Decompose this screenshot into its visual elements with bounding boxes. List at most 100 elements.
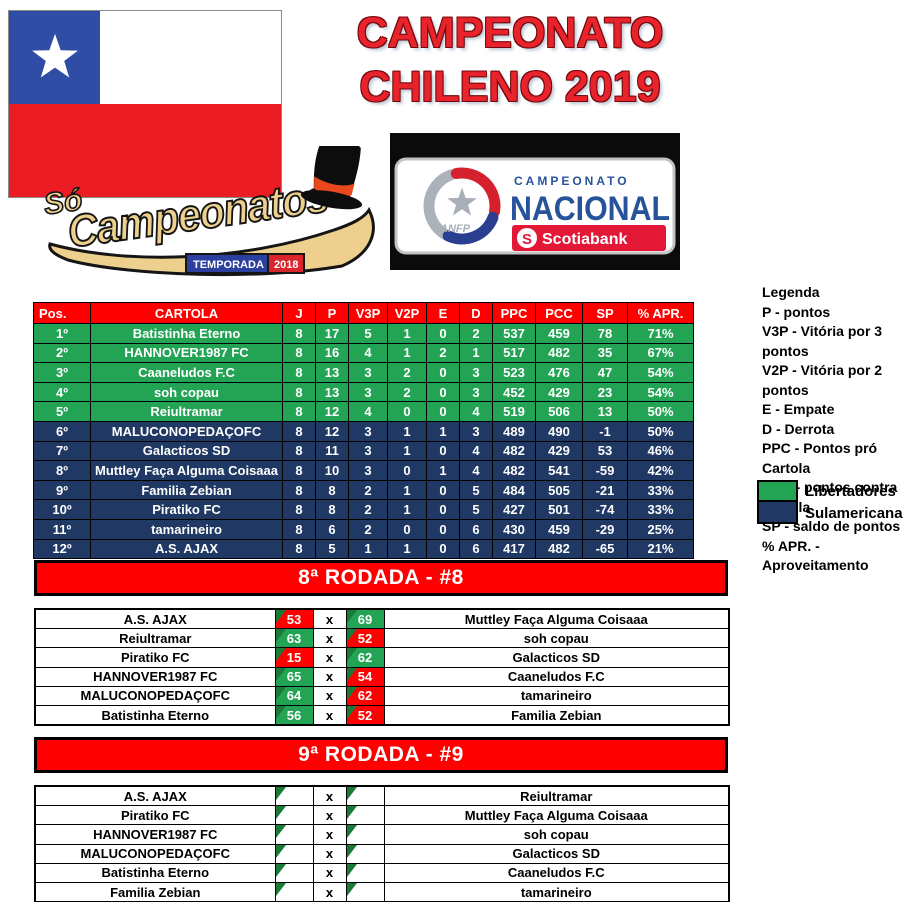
cell-pos: 10º bbox=[33, 499, 91, 520]
round9-body: A.S. AJAX x Reiultramar Piratiko FC x Mu… bbox=[34, 785, 730, 902]
cell-apr: 46% bbox=[627, 440, 694, 462]
cell-v3p: 4 bbox=[348, 401, 388, 422]
zone-row: Libertadores bbox=[757, 480, 903, 502]
cell-d: 3 bbox=[459, 381, 493, 403]
cell-p: 6 bbox=[315, 518, 349, 540]
cell-p: 11 bbox=[315, 440, 349, 462]
cell-pcc: 482 bbox=[535, 538, 583, 560]
campeonato-nacional-logo: ANFP CAMPEONATO NACIONAL S Scotiabank bbox=[390, 133, 680, 270]
standings-row: 7º Galacticos SD 8 11 3 1 0 4 482 429 53… bbox=[33, 440, 694, 462]
cell-e: 0 bbox=[426, 381, 460, 403]
header-ppc: PPC bbox=[492, 302, 536, 324]
cell-v3p: 2 bbox=[348, 479, 388, 501]
home-team-cell: MALUCONOPEDAÇOFC bbox=[34, 843, 276, 864]
cell-apr: 50% bbox=[627, 401, 694, 422]
home-team-cell: Batistinha Eterno bbox=[34, 862, 276, 883]
header-sp: SP bbox=[582, 302, 628, 324]
cell-sp: -29 bbox=[582, 518, 628, 540]
away-score-cell bbox=[345, 805, 385, 826]
cell-v2p: 1 bbox=[387, 538, 427, 560]
cell-team: Reiultramar bbox=[90, 401, 283, 422]
home-team-cell: Reiultramar bbox=[34, 628, 276, 649]
home-team-cell: HANNOVER1987 FC bbox=[34, 824, 276, 845]
cell-pcc: 505 bbox=[535, 479, 583, 501]
away-score-cell bbox=[345, 881, 385, 902]
home-score-cell: 15 bbox=[274, 647, 314, 668]
away-score-cell bbox=[345, 785, 385, 807]
cell-pcc: 501 bbox=[535, 499, 583, 520]
cell-pcc: 490 bbox=[535, 420, 583, 442]
versus-cell: x bbox=[312, 785, 347, 807]
cell-e: 0 bbox=[426, 362, 460, 383]
cell-team: Caaneludos F.C bbox=[90, 362, 283, 383]
away-team-cell: Familia Zebian bbox=[383, 704, 730, 726]
chile-flag bbox=[8, 10, 282, 198]
match-row: A.S. AJAX 53 x 69 Muttley Faça Alguma Co… bbox=[34, 608, 730, 630]
scotiabank-s-icon bbox=[517, 228, 537, 248]
versus-cell: x bbox=[312, 824, 347, 845]
temporada-label: TEMPORADA bbox=[193, 259, 264, 271]
round8-banner: 8ª RODADA - #8 bbox=[34, 560, 728, 596]
cell-team: A.S. AJAX bbox=[90, 538, 283, 560]
anfp-label: ANFP bbox=[439, 223, 471, 235]
cell-ppc: 417 bbox=[492, 538, 536, 560]
match-row: Reiultramar 63 x 52 soh copau bbox=[34, 628, 730, 649]
away-score-cell bbox=[345, 862, 385, 883]
match-row: Batistinha Eterno x Caaneludos F.C bbox=[34, 862, 730, 883]
home-team-cell: A.S. AJAX bbox=[34, 785, 276, 807]
home-team-cell: Piratiko FC bbox=[34, 805, 276, 826]
standings-row: 3º Caaneludos F.C 8 13 3 2 0 3 523 476 4… bbox=[33, 362, 694, 383]
cell-sp: 35 bbox=[582, 342, 628, 364]
scotiabank-badge: S Scotiabank bbox=[512, 225, 666, 251]
cell-pos: 12º bbox=[33, 538, 91, 560]
cell-j: 8 bbox=[282, 420, 316, 442]
home-score-cell bbox=[274, 805, 314, 826]
home-team-cell: A.S. AJAX bbox=[34, 608, 276, 630]
cell-e: 0 bbox=[426, 499, 460, 520]
cell-d: 4 bbox=[459, 460, 493, 481]
cell-pcc: 482 bbox=[535, 342, 583, 364]
flag-blue-canton bbox=[9, 11, 100, 104]
star-icon bbox=[31, 33, 78, 77]
zone-key: Libertadores Sulamericana bbox=[757, 480, 903, 524]
cell-e: 2 bbox=[426, 342, 460, 364]
page-title: CAMPEONATO CHILENO 2019 bbox=[300, 6, 720, 114]
home-score-cell: 65 bbox=[274, 666, 314, 687]
versus-cell: x bbox=[312, 704, 347, 726]
zone-label: Sulamericana bbox=[805, 504, 903, 522]
cell-j: 8 bbox=[282, 518, 316, 540]
cell-p: 5 bbox=[315, 538, 349, 560]
legend-item: PPC - Pontos pró Cartola bbox=[762, 440, 878, 476]
cell-p: 17 bbox=[315, 323, 349, 344]
anfp-emblem: ANFP bbox=[423, 167, 501, 245]
page-title-line2: CHILENO 2019 bbox=[359, 63, 661, 111]
match-row: HANNOVER1987 FC 65 x 54 Caaneludos F.C bbox=[34, 666, 730, 687]
cell-pos: 11º bbox=[33, 518, 91, 540]
header-p: P bbox=[315, 302, 349, 324]
versus-cell: x bbox=[312, 862, 347, 883]
versus-cell: x bbox=[312, 666, 347, 687]
cell-e: 0 bbox=[426, 518, 460, 540]
cell-v2p: 1 bbox=[387, 420, 427, 442]
cell-sp: -1 bbox=[582, 420, 628, 442]
home-score-cell: 64 bbox=[274, 685, 314, 706]
cell-e: 1 bbox=[426, 420, 460, 442]
cell-pos: 9º bbox=[33, 479, 91, 501]
cell-sp: 23 bbox=[582, 381, 628, 403]
cell-v3p: 1 bbox=[348, 538, 388, 560]
home-score-cell: 56 bbox=[274, 704, 314, 726]
standings-row: 12º A.S. AJAX 8 5 1 1 0 6 417 482 -65 21… bbox=[33, 538, 694, 560]
anfp-star-icon bbox=[447, 187, 477, 216]
cell-d: 5 bbox=[459, 499, 493, 520]
cell-j: 8 bbox=[282, 362, 316, 383]
away-team-cell: Muttley Faça Alguma Coisaaa bbox=[383, 608, 730, 630]
flag-red-band bbox=[9, 104, 281, 197]
match-row: Piratiko FC x Muttley Faça Alguma Coisaa… bbox=[34, 805, 730, 826]
home-team-cell: Batistinha Eterno bbox=[34, 704, 276, 726]
cell-j: 8 bbox=[282, 460, 316, 481]
cell-pcc: 541 bbox=[535, 460, 583, 481]
cell-team: Galacticos SD bbox=[90, 440, 283, 462]
cell-ppc: 452 bbox=[492, 381, 536, 403]
away-team-cell: soh copau bbox=[383, 628, 730, 649]
zone-swatch bbox=[757, 480, 798, 502]
